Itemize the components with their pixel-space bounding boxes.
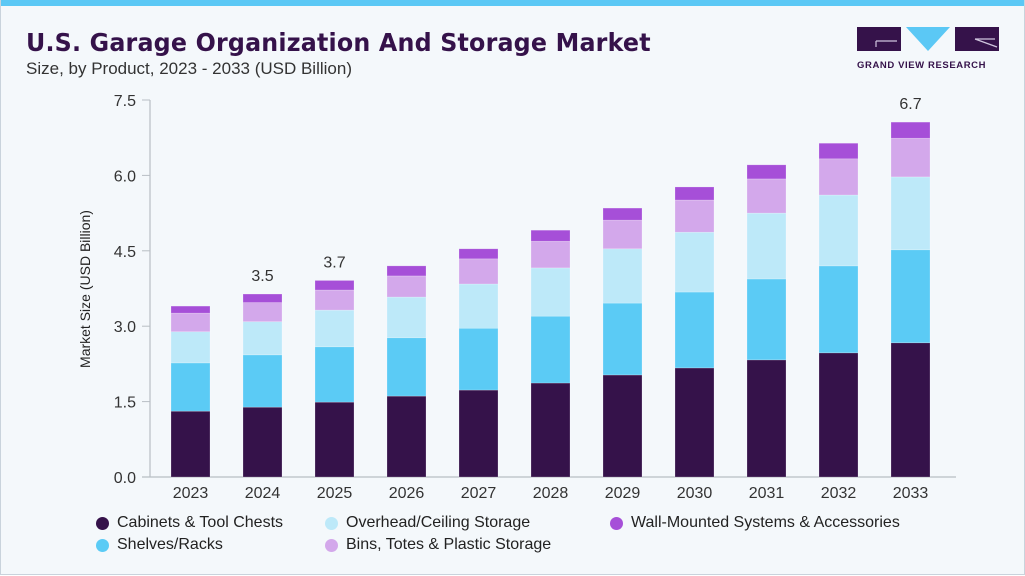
bar-segment-2023: [170, 410, 211, 478]
legend-swatch-icon: [610, 516, 623, 530]
x-tick-label: 2025: [317, 485, 353, 502]
bar-segment-2028: [530, 382, 571, 478]
bar-segment-2030: [674, 291, 715, 369]
x-tick-label: 2030: [677, 485, 713, 502]
bar-segment-2030: [674, 367, 715, 478]
y-tick-label: 7.5: [114, 93, 136, 110]
bar-segment-2030: [674, 231, 715, 293]
bar-segment-2030: [674, 186, 715, 201]
data-label: 3.7: [323, 254, 345, 271]
legend-label: Cabinets & Tool Chests: [117, 514, 284, 531]
top-accent-bar: [1, 0, 1024, 6]
bar-segment-2033: [890, 121, 931, 139]
bar-segment-2032: [818, 142, 859, 160]
bar-segment-2023: [170, 312, 211, 333]
legend-swatch-icon: [96, 516, 109, 530]
data-label: 3.5: [251, 268, 273, 285]
bar-segment-2031: [746, 359, 787, 478]
y-tick-label: 4.5: [114, 244, 136, 261]
bar-segment-2031: [746, 278, 787, 361]
bar-segment-2024: [242, 406, 283, 478]
bar-segment-2025: [314, 309, 355, 348]
x-tick-label: 2028: [533, 485, 569, 502]
x-tick-label: 2032: [821, 485, 857, 502]
bar-segment-2024: [242, 293, 283, 303]
legend-item: Overhead/Ceiling Storage: [325, 514, 530, 532]
bar-segment-2023: [170, 331, 211, 364]
bar-segment-2027: [458, 327, 499, 391]
chart-subtitle: Size, by Product, 2023 - 2033 (USD Billi…: [26, 59, 352, 78]
y-axis-title: Market Size (USD Billion): [77, 210, 93, 368]
bar-segment-2033: [890, 176, 931, 251]
bar-segment-2028: [530, 315, 571, 384]
bar-segment-2027: [458, 283, 499, 329]
bar-segment-2031: [746, 164, 787, 180]
bar-segment-2023: [170, 362, 211, 412]
bar-segment-2026: [386, 296, 427, 339]
bar-segment-2026: [386, 275, 427, 298]
bar-segment-2032: [818, 265, 859, 354]
bar-segment-2033: [890, 137, 931, 178]
legend-swatch-icon: [325, 538, 338, 552]
bar-segment-2030: [674, 199, 715, 233]
y-tick-label: 1.5: [114, 395, 136, 412]
x-tick-label: 2031: [749, 485, 785, 502]
bar-segment-2031: [746, 212, 787, 280]
legend-item: Wall-Mounted Systems & Accessories: [610, 514, 900, 532]
bar-segment-2027: [458, 258, 499, 285]
bar-segment-2028: [530, 267, 571, 317]
legend-label: Bins, Totes & Plastic Storage: [346, 536, 552, 553]
bar-segment-2027: [458, 389, 499, 478]
bar-segment-2032: [818, 352, 859, 478]
y-tick-label: 0.0: [114, 470, 136, 487]
x-tick-label: 2023: [173, 485, 209, 502]
bar-segment-2024: [242, 321, 283, 356]
data-label: 6.7: [899, 96, 921, 113]
bar-segment-2027: [458, 248, 499, 260]
x-tick-label: 2024: [245, 485, 281, 502]
legend-item: Bins, Totes & Plastic Storage: [325, 536, 551, 554]
bar-segment-2029: [602, 374, 643, 478]
bar-segment-2024: [242, 302, 283, 322]
x-tick-label: 2029: [605, 485, 641, 502]
bar-segment-2025: [314, 289, 355, 311]
grand-view-research-logo: GRAND VIEW RESEARCH: [857, 27, 999, 71]
y-tick-label: 6.0: [114, 168, 136, 185]
bar-segment-2029: [602, 219, 643, 250]
legend-swatch-icon: [325, 516, 338, 530]
legend-swatch-icon: [96, 538, 109, 552]
bar-segment-2024: [242, 354, 283, 408]
bar-segment-2032: [818, 194, 859, 267]
bar-segment-2026: [386, 395, 427, 478]
bar-segment-2025: [314, 346, 355, 403]
legend-label: Wall-Mounted Systems & Accessories: [631, 514, 900, 531]
bar-segment-2026: [386, 337, 427, 397]
chart-title: U.S. Garage Organization And Storage Mar…: [26, 28, 651, 57]
gvr-logo-mark-icon: [857, 27, 999, 51]
bar-segment-2025: [314, 280, 355, 291]
bar-segment-2026: [386, 265, 427, 277]
bar-segment-2028: [530, 240, 571, 269]
y-tick-label: 3.0: [114, 319, 136, 336]
x-tick-label: 2027: [461, 485, 497, 502]
bar-segment-2033: [890, 249, 931, 344]
bar-segment-2023: [170, 305, 211, 314]
x-tick-label: 2033: [893, 485, 929, 502]
bar-segment-2028: [530, 229, 571, 242]
legend-label: Overhead/Ceiling Storage: [346, 514, 531, 531]
logo-text: GRAND VIEW RESEARCH: [857, 60, 987, 71]
bar-segment-2029: [602, 248, 643, 304]
bar-segment-2029: [602, 207, 643, 221]
bar-segment-2033: [890, 342, 931, 478]
bar-segment-2032: [818, 158, 859, 196]
legend-item: Shelves/Racks: [96, 536, 223, 554]
legend-item: Cabinets & Tool Chests: [96, 514, 283, 532]
bar-segment-2025: [314, 401, 355, 478]
bar-segment-2029: [602, 302, 643, 376]
bar-segment-2031: [746, 178, 787, 214]
x-tick-label: 2026: [389, 485, 425, 502]
legend-label: Shelves/Racks: [117, 536, 223, 553]
